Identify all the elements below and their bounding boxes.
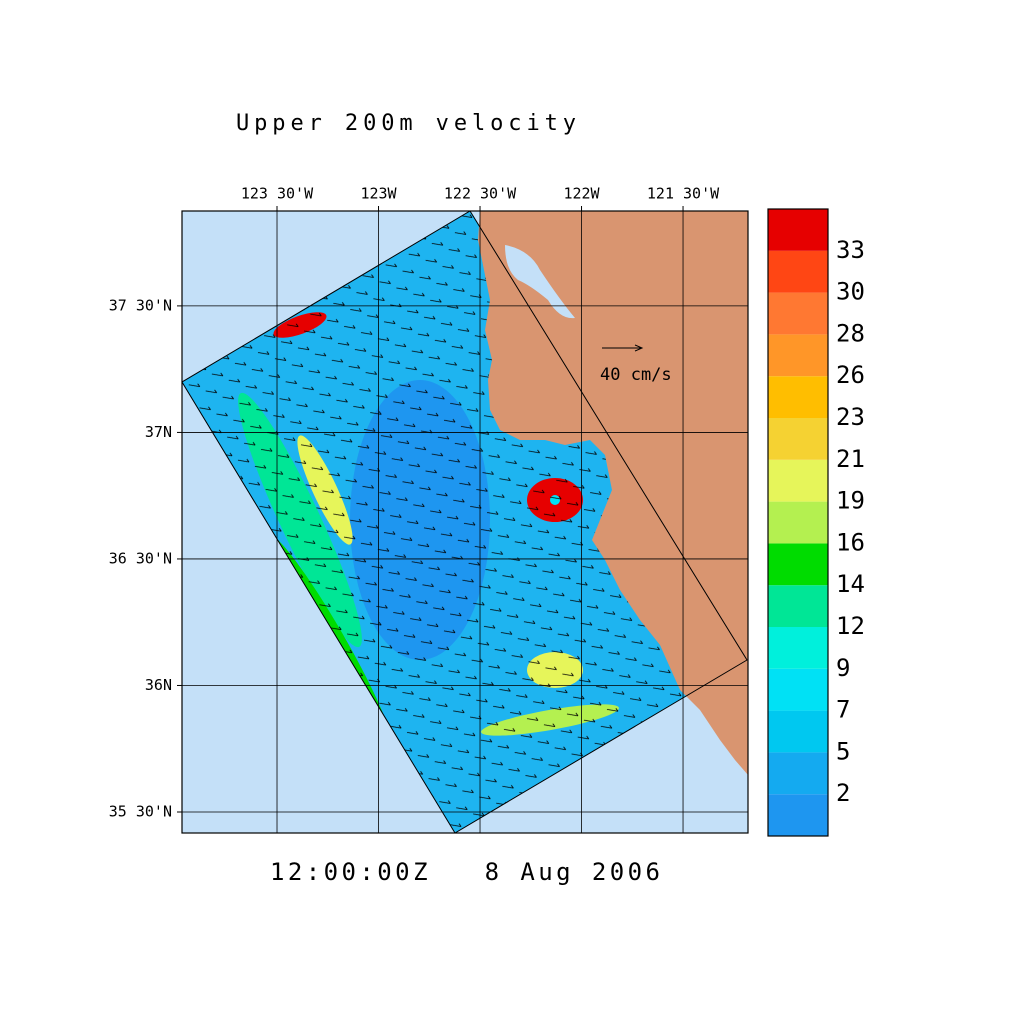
colorbar-band xyxy=(768,418,828,460)
map-frame xyxy=(181,210,749,834)
model-domain xyxy=(182,211,748,833)
colorbar-label: 9 xyxy=(836,654,850,682)
colorbar-frame xyxy=(767,208,829,837)
scale-label: 40 cm/s xyxy=(600,365,672,385)
colorbar-label: 12 xyxy=(836,612,865,640)
lon-tick-label: 123W xyxy=(360,185,397,203)
colorbar-label: 26 xyxy=(836,361,865,389)
colorbar-band xyxy=(768,710,828,753)
colorbar-band xyxy=(768,250,828,293)
lat-tick-label: 37N xyxy=(145,423,172,441)
lon-tick-label: 123 30'W xyxy=(241,185,314,203)
colorbar-label: 23 xyxy=(836,403,865,431)
colorbar-label: 7 xyxy=(836,696,850,724)
lon-tick-label: 122 30'W xyxy=(444,185,517,203)
colorbar-band xyxy=(768,292,828,335)
scale-arrow-head xyxy=(634,344,644,352)
lat-tick-label: 36N xyxy=(145,676,172,694)
lat-tick-label: 36 30'N xyxy=(109,549,172,567)
colorbar-band xyxy=(768,543,828,586)
colorbar-label: 14 xyxy=(836,570,865,598)
lat-tick-label: 35 30'N xyxy=(109,802,172,820)
land xyxy=(478,211,748,775)
colorbar-label: 33 xyxy=(836,236,865,264)
colorbar-band xyxy=(768,459,828,502)
title: Upper 200m velocity xyxy=(236,111,576,136)
map-area xyxy=(182,211,748,833)
colorbar-label: 2 xyxy=(836,779,850,807)
colorbar-label: 28 xyxy=(836,319,865,347)
colorbar-band xyxy=(768,752,828,795)
colorbar-band xyxy=(768,794,828,836)
colorbar-label: 5 xyxy=(836,737,850,765)
colorbar-band xyxy=(768,376,828,418)
timestamp: 12:00:00Z 8 Aug 2006 xyxy=(270,858,660,886)
bay xyxy=(505,245,575,319)
lon-tick-label: 122W xyxy=(563,185,600,203)
colorbar-label: 16 xyxy=(836,528,865,556)
colorbar-band xyxy=(768,334,828,377)
colorbar-band xyxy=(768,209,828,251)
lat-tick-label: 37 30'N xyxy=(109,296,172,314)
colorbar: 2 5 7 9 12 14 16 19 21 23 26 28 30 33 xyxy=(767,208,865,837)
colorbar-label: 19 xyxy=(836,487,865,515)
colorbar-band xyxy=(768,627,828,669)
colorbar-band xyxy=(768,501,828,544)
colorbar-label: 21 xyxy=(836,445,865,473)
colorbar-band xyxy=(768,668,828,711)
colorbar-band xyxy=(768,585,828,627)
lon-tick-label: 121 30'W xyxy=(647,185,720,203)
grid: 123 30'W 123W 122 30'W 122W 121 30'W 35 30'N 3… xyxy=(109,185,748,833)
colorbar-label: 30 xyxy=(836,278,865,306)
